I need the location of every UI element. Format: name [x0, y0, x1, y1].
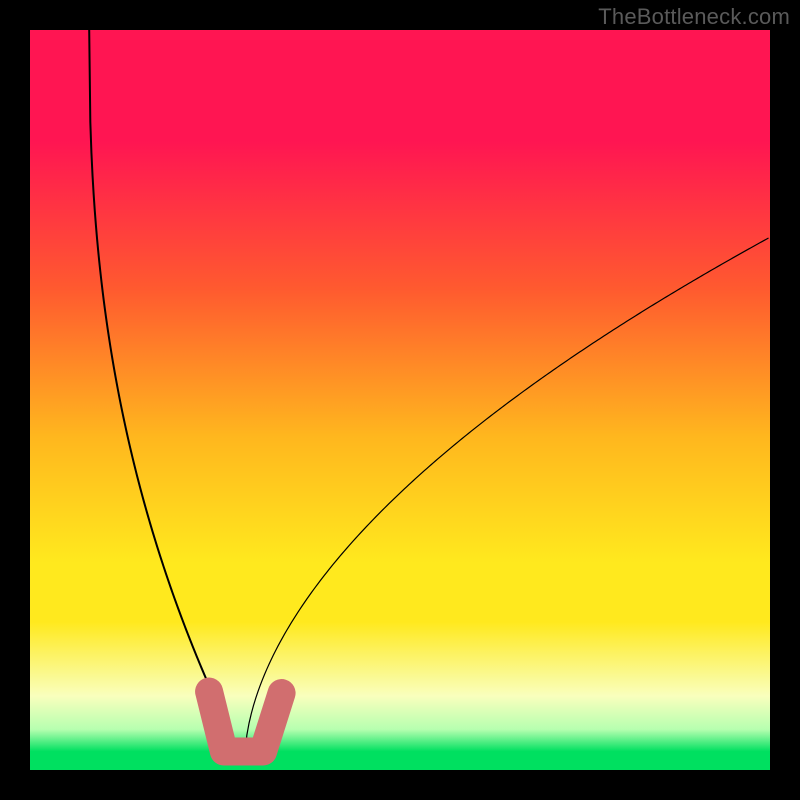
watermark-text: TheBottleneck.com — [598, 4, 790, 30]
chart-plot — [0, 0, 800, 800]
gradient-bg — [30, 30, 770, 770]
